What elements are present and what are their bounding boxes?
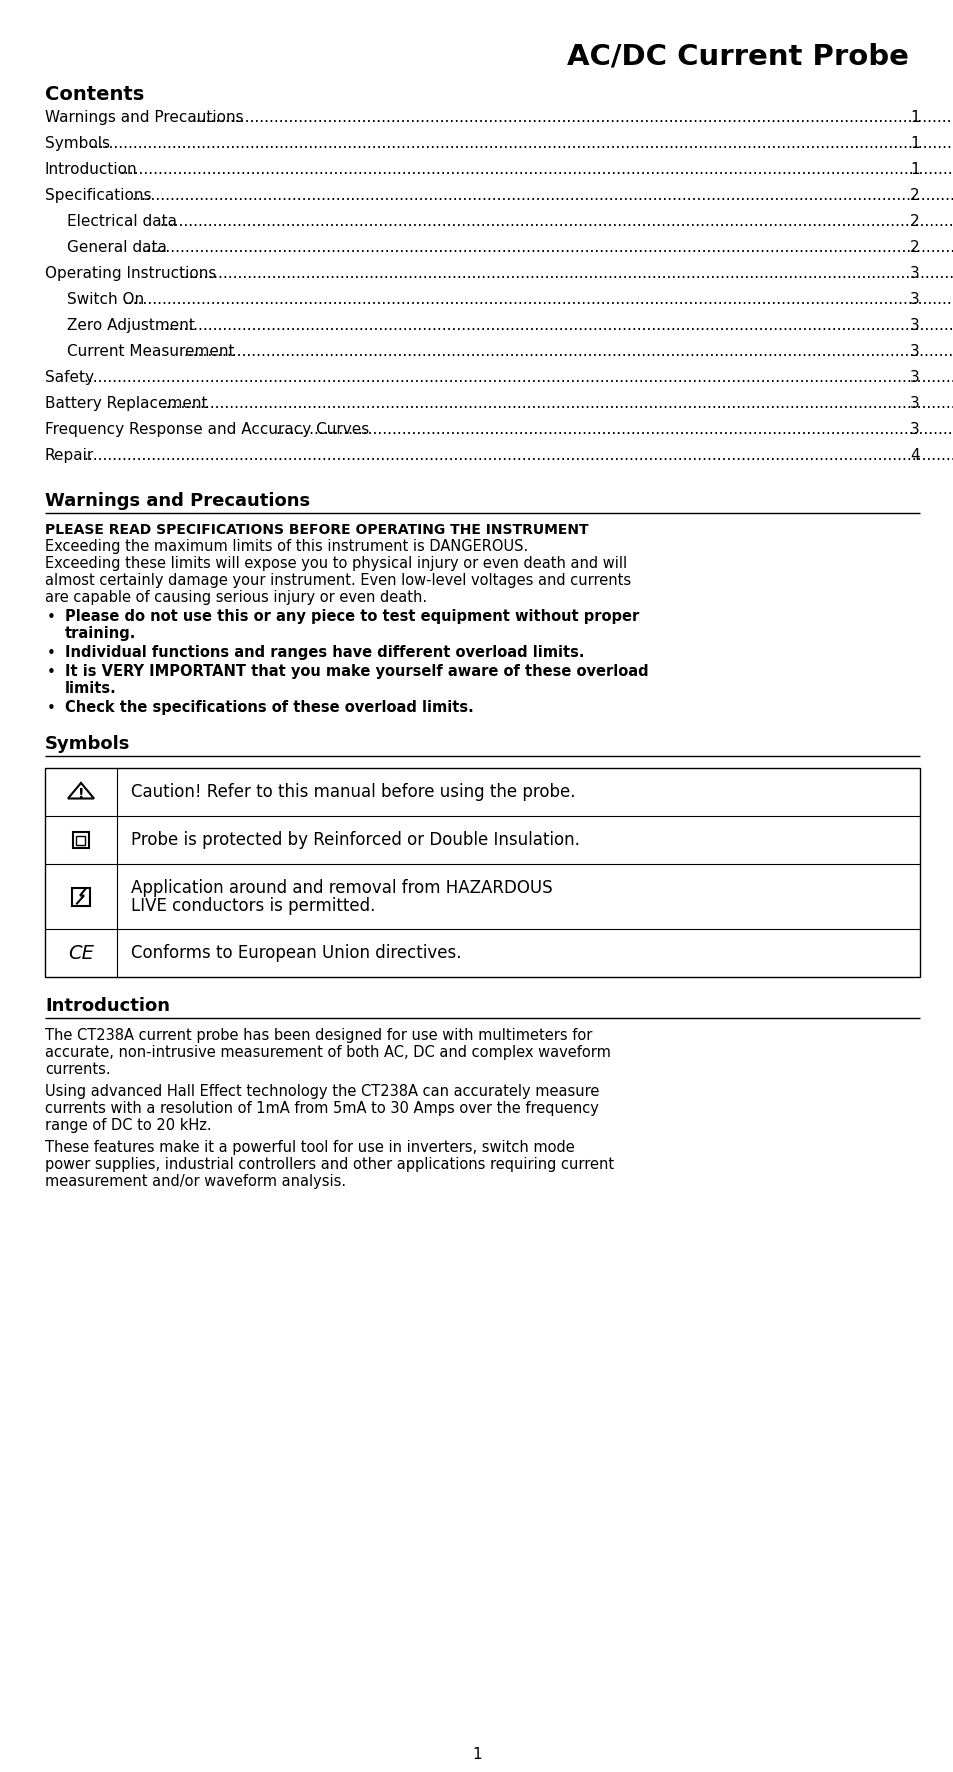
Text: •: •: [47, 647, 56, 661]
Text: 3: 3: [909, 266, 919, 282]
Text: Specifications: Specifications: [45, 188, 152, 204]
Text: These features make it a powerful tool for use in inverters, switch mode: These features make it a powerful tool f…: [45, 1139, 574, 1155]
Text: CE: CE: [68, 943, 94, 962]
Text: Conforms to European Union directives.: Conforms to European Union directives.: [131, 944, 461, 962]
Text: 3: 3: [909, 422, 919, 438]
Text: Individual functions and ranges have different overload limits.: Individual functions and ranges have dif…: [65, 645, 584, 659]
Text: Warnings and Precautions: Warnings and Precautions: [45, 493, 310, 510]
Text: 2: 2: [909, 239, 919, 255]
Bar: [45, 767, 919, 976]
Text: 3: 3: [909, 317, 919, 333]
Text: ................................................................................: ........................................…: [191, 110, 953, 126]
Text: ................................................................................: ........................................…: [183, 344, 953, 360]
Text: ................................................................................: ........................................…: [141, 239, 953, 255]
Text: 3: 3: [909, 395, 919, 411]
Text: •: •: [47, 610, 56, 626]
Text: measurement and/or waveform analysis.: measurement and/or waveform analysis.: [45, 1175, 346, 1189]
Text: almost certainly damage your instrument. Even low-level voltages and currents: almost certainly damage your instrument.…: [45, 572, 631, 588]
Text: Introduction: Introduction: [45, 998, 170, 1015]
Text: ................................................................................: ........................................…: [179, 266, 953, 282]
Text: AC/DC Current Probe: AC/DC Current Probe: [566, 43, 908, 71]
Text: 1: 1: [472, 1747, 481, 1761]
Text: LIVE conductors is permitted.: LIVE conductors is permitted.: [131, 897, 375, 914]
Text: ................................................................................: ........................................…: [83, 370, 953, 385]
Text: currents with a resolution of 1mA from 5mA to 30 Amps over the frequency: currents with a resolution of 1mA from 5…: [45, 1100, 598, 1116]
Bar: [73, 833, 89, 849]
Text: Application around and removal from HAZARDOUS: Application around and removal from HAZA…: [131, 879, 552, 897]
Text: 1: 1: [909, 110, 919, 126]
Bar: [71, 888, 90, 905]
Text: ................................................................................: ........................................…: [159, 214, 953, 229]
Text: 3: 3: [909, 370, 919, 385]
Text: ................................................................................: ........................................…: [159, 317, 953, 333]
Text: Repair: Repair: [45, 448, 94, 462]
Text: It is VERY IMPORTANT that you make yourself aware of these overload: It is VERY IMPORTANT that you make yours…: [65, 664, 648, 679]
Text: Contents: Contents: [45, 85, 144, 105]
Text: accurate, non-intrusive measurement of both AC, DC and complex waveform: accurate, non-intrusive measurement of b…: [45, 1045, 610, 1060]
Text: Exceeding the maximum limits of this instrument is DANGEROUS.: Exceeding the maximum limits of this ins…: [45, 539, 528, 555]
Text: ................................................................................: ........................................…: [131, 188, 953, 204]
Text: ................................................................................: ........................................…: [161, 395, 953, 411]
Text: ................................................................................: ........................................…: [119, 161, 953, 177]
Text: Switch On: Switch On: [67, 292, 144, 307]
Text: Probe is protected by Reinforced or Double Insulation.: Probe is protected by Reinforced or Doub…: [131, 831, 579, 849]
Text: ................................................................................: ........................................…: [83, 448, 953, 462]
Text: 3: 3: [909, 344, 919, 360]
Text: ................................................................................: ........................................…: [89, 136, 953, 151]
Text: •: •: [47, 702, 56, 716]
Text: Check the specifications of these overload limits.: Check the specifications of these overlo…: [65, 700, 474, 714]
Text: Please do not use this or any piece to test equipment without proper: Please do not use this or any piece to t…: [65, 610, 639, 624]
Text: range of DC to 20 kHz.: range of DC to 20 kHz.: [45, 1118, 212, 1132]
Text: 1: 1: [909, 136, 919, 151]
Text: !: !: [77, 787, 84, 801]
Text: Current Measurement: Current Measurement: [67, 344, 234, 360]
Text: ................................................................................: ........................................…: [274, 422, 953, 438]
Text: Introduction: Introduction: [45, 161, 137, 177]
Text: 1: 1: [909, 161, 919, 177]
Text: 2: 2: [909, 214, 919, 229]
Text: training.: training.: [65, 626, 136, 641]
Text: Caution! Refer to this manual before using the probe.: Caution! Refer to this manual before usi…: [131, 783, 575, 801]
Text: ................................................................................: ........................................…: [123, 292, 953, 307]
Text: Electrical data: Electrical data: [67, 214, 177, 229]
Text: limits.: limits.: [65, 680, 116, 696]
Text: 3: 3: [909, 292, 919, 307]
Text: The CT238A current probe has been designed for use with multimeters for: The CT238A current probe has been design…: [45, 1028, 592, 1044]
Text: 2: 2: [909, 188, 919, 204]
Text: Safety: Safety: [45, 370, 94, 385]
Text: •: •: [47, 664, 56, 680]
Text: Frequency Response and Accuracy Curves: Frequency Response and Accuracy Curves: [45, 422, 369, 438]
Text: Warnings and Precautions: Warnings and Precautions: [45, 110, 243, 126]
Text: Using advanced Hall Effect technology the CT238A can accurately measure: Using advanced Hall Effect technology th…: [45, 1084, 598, 1099]
Text: currents.: currents.: [45, 1061, 111, 1077]
Text: power supplies, industrial controllers and other applications requiring current: power supplies, industrial controllers a…: [45, 1157, 614, 1171]
Text: 4: 4: [909, 448, 919, 462]
Text: are capable of causing serious injury or even death.: are capable of causing serious injury or…: [45, 590, 427, 604]
Text: Symbols: Symbols: [45, 735, 131, 753]
Text: PLEASE READ SPECIFICATIONS BEFORE OPERATING THE INSTRUMENT: PLEASE READ SPECIFICATIONS BEFORE OPERAT…: [45, 523, 588, 537]
Text: Operating Instructions: Operating Instructions: [45, 266, 216, 282]
Text: Zero Adjustment: Zero Adjustment: [67, 317, 194, 333]
Text: Battery Replacement: Battery Replacement: [45, 395, 208, 411]
Text: General data: General data: [67, 239, 167, 255]
Bar: [76, 836, 86, 845]
Text: Symbols: Symbols: [45, 136, 110, 151]
Text: Exceeding these limits will expose you to physical injury or even death and will: Exceeding these limits will expose you t…: [45, 556, 626, 571]
